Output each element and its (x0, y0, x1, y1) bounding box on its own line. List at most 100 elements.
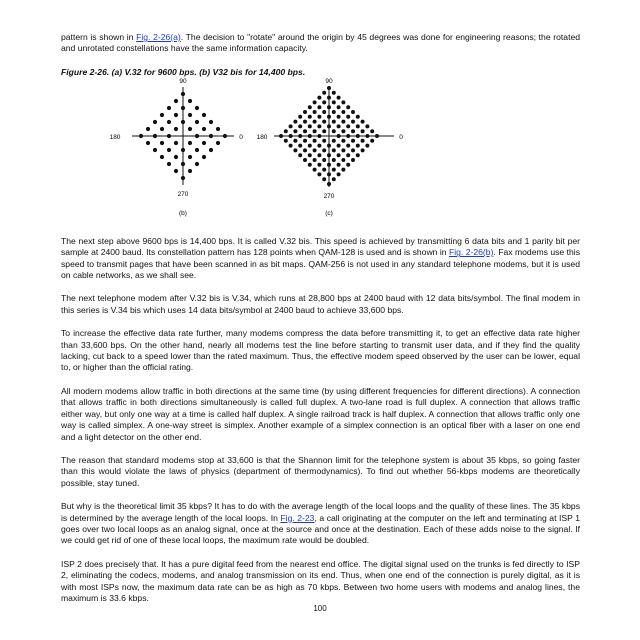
constellation-point (173, 154, 179, 159)
constellation-point (201, 154, 207, 159)
constellation-point (173, 98, 179, 103)
constellation-point (327, 114, 331, 119)
constellation-point (322, 90, 327, 95)
constellation-point (327, 172, 331, 177)
constellation-point (341, 157, 346, 162)
constellation-point (346, 162, 351, 167)
left-axis-top-label: 90 (179, 78, 187, 85)
constellation-point (331, 138, 336, 143)
fig-2-26b-link[interactable]: Fig. 2-26(b) (448, 247, 494, 258)
constellation-point (194, 147, 200, 152)
constellation-point (355, 153, 360, 158)
constellation-point (346, 143, 351, 148)
constellation-point (312, 100, 317, 105)
constellation-point (336, 105, 341, 110)
constellation-left: 90 180 0 270 (b) (110, 78, 250, 224)
constellation-point (201, 112, 207, 117)
constellation-point (346, 114, 351, 119)
constellation-point (317, 153, 322, 158)
constellation-point (187, 140, 193, 145)
constellation-point (173, 112, 179, 117)
paragraph-compression: To increase the effective data rate furt… (61, 328, 580, 373)
constellation-point (360, 129, 365, 134)
constellation-point (331, 109, 336, 114)
constellation-point (317, 172, 322, 177)
constellation-point (327, 153, 331, 158)
constellation-point (298, 124, 303, 129)
constellation-point (360, 138, 365, 143)
constellation-point (307, 162, 312, 167)
constellation-point (298, 114, 303, 119)
constellation-point (307, 153, 312, 158)
constellation-point (159, 112, 165, 117)
constellation-point (173, 168, 179, 173)
constellation-point (283, 138, 288, 143)
constellation-point (331, 119, 336, 124)
constellation-point (307, 105, 312, 110)
constellation-point (187, 168, 193, 173)
constellation-point (322, 119, 327, 124)
constellation-point (322, 138, 327, 143)
constellation-point (312, 167, 317, 172)
constellation-point (166, 119, 172, 124)
constellation-point (317, 114, 322, 119)
constellation-point (327, 143, 331, 148)
constellation-point (208, 133, 214, 138)
constellation-point (341, 129, 346, 134)
constellation-point (307, 143, 312, 148)
fig-2-23-link[interactable]: Fig. 2-23 (280, 512, 315, 523)
constellation-point (194, 133, 200, 138)
constellation-point (327, 124, 331, 129)
page-number: 100 (313, 604, 327, 613)
constellation-point (365, 143, 370, 148)
constellation-point (322, 167, 327, 172)
constellation-point (303, 138, 307, 143)
constellation-point (331, 90, 336, 95)
constellation-point (322, 129, 327, 134)
constellation-point (341, 148, 346, 153)
constellation-point (341, 100, 346, 105)
constellation-point (312, 129, 317, 134)
constellation-point (331, 129, 336, 134)
left-figure-sublabel: (b) (179, 210, 187, 217)
constellation-point (159, 154, 165, 159)
constellation-point (180, 147, 186, 152)
constellation-point (215, 140, 221, 145)
figure-2-26: 90 180 0 270 (b) 90 180 0 270 (c) (61, 78, 580, 224)
constellation-point (370, 129, 375, 134)
constellation-point (152, 133, 158, 138)
constellation-point (336, 153, 341, 158)
constellation-point (159, 140, 165, 145)
constellation-point (336, 114, 341, 119)
paragraph-local-loops: But why is the theoretical limit 35 kbps… (61, 501, 580, 546)
constellation-point (351, 129, 355, 134)
constellation-point (346, 105, 351, 110)
constellation-point (360, 119, 365, 124)
right-axis-right-label: 0 (399, 134, 403, 141)
constellation-point (327, 181, 331, 186)
constellation-point (351, 119, 355, 124)
constellation-point (180, 119, 186, 124)
constellation-point (312, 148, 317, 153)
constellation-point (336, 133, 341, 138)
constellation-point (303, 109, 307, 114)
constellation-point (351, 157, 355, 162)
constellation-point (298, 143, 303, 148)
constellation-point (166, 161, 172, 166)
constellation-point (341, 138, 346, 143)
constellation-point (355, 143, 360, 148)
constellation-point (317, 105, 322, 110)
constellation-point (331, 148, 336, 153)
constellation-point (208, 119, 214, 124)
constellation-point (341, 119, 346, 124)
constellation-point (194, 161, 200, 166)
fig-2-26a-link[interactable]: Fig. 2-26(a) (136, 32, 181, 42)
constellation-point (307, 114, 312, 119)
constellation-point (322, 177, 327, 182)
figure-caption: Figure 2-26. (a) V.32 for 9600 bps. (b) … (61, 66, 306, 77)
constellation-point (346, 124, 351, 129)
constellation-point (355, 124, 360, 129)
constellation-point (201, 140, 207, 145)
paragraph-isp2: ISP 2 does precisely that. It has a pure… (61, 558, 580, 603)
constellation-point (336, 95, 341, 100)
